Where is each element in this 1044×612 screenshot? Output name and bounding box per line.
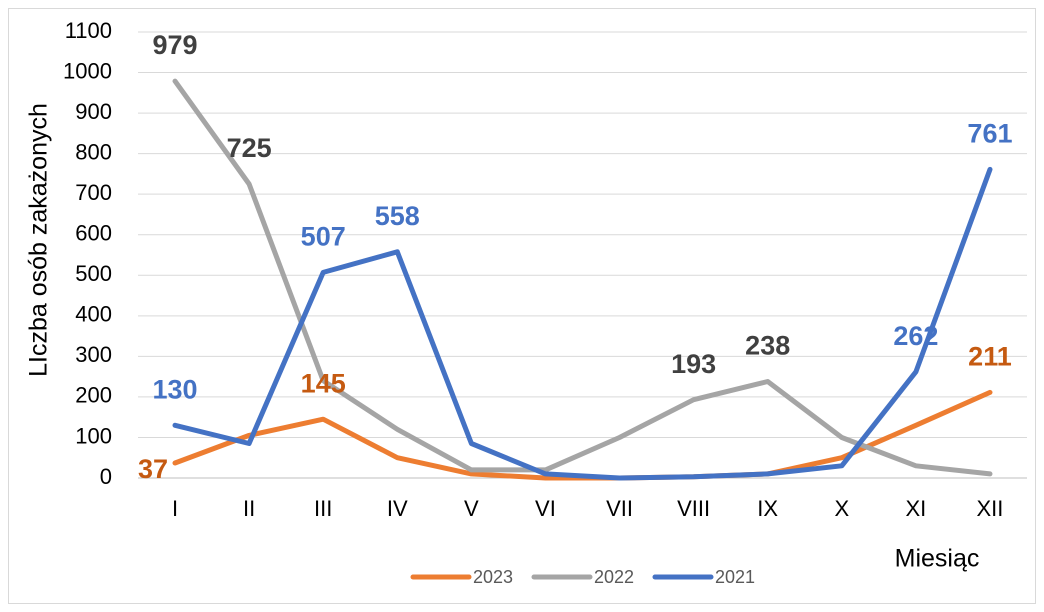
- x-tick-label: VII: [606, 496, 633, 521]
- data-label: 725: [227, 133, 272, 163]
- x-tick-label: IX: [757, 496, 778, 521]
- y-tick-label: 600: [75, 221, 112, 246]
- labels: 37 145 211 979 725 193 238 130 507 558 262 761: [138, 30, 1012, 484]
- x-tick-label: VI: [535, 496, 556, 521]
- x-tick-label: V: [464, 496, 479, 521]
- y-tick-label: 700: [75, 180, 112, 205]
- data-label: 145: [301, 368, 346, 398]
- data-label: 507: [301, 222, 346, 252]
- data-label: 558: [375, 201, 420, 231]
- data-label: 193: [671, 349, 716, 379]
- y-tick-label: 1100: [65, 18, 112, 43]
- y-tick-label: 900: [75, 99, 112, 124]
- x-tick-label: III: [314, 496, 332, 521]
- chart-border: [8, 8, 1036, 604]
- x-tick-label: X: [834, 496, 849, 521]
- legend-label: 2021: [715, 567, 755, 587]
- y-tick-label: 1000: [63, 58, 112, 83]
- y-tick-label: 300: [75, 342, 112, 367]
- data-label: 37: [138, 454, 168, 484]
- lines: [172, 78, 993, 481]
- legend: 2023 2022 2021: [410, 567, 755, 587]
- x-tick-label: II: [243, 496, 255, 521]
- x-tick-label: XII: [977, 496, 1004, 521]
- data-label: 979: [153, 30, 198, 60]
- data-label: 761: [967, 119, 1012, 149]
- y-tick-label: 500: [75, 261, 112, 286]
- series-line: [172, 166, 993, 481]
- x-tick-label: I: [172, 496, 178, 521]
- data-label: 238: [745, 331, 790, 361]
- x-tick-label: XI: [905, 496, 926, 521]
- y-tick-label: 100: [75, 423, 112, 448]
- x-axis-title: Miesiąc: [895, 545, 980, 573]
- legend-label: 2023: [473, 567, 513, 587]
- x-tick-label: IV: [387, 496, 408, 521]
- y-tick-label: 400: [75, 302, 112, 327]
- data-label: 130: [153, 374, 198, 404]
- data-label: 211: [968, 342, 1012, 372]
- series-line: [172, 78, 993, 477]
- x-tick-label: VIII: [677, 496, 710, 521]
- y-tick-label: 200: [75, 383, 112, 408]
- y-tick-label: 800: [75, 139, 112, 164]
- y-axis-title: LIczba osób zakażonych: [25, 103, 53, 377]
- data-label: 262: [893, 321, 938, 351]
- y-tick-label: 0: [100, 464, 112, 489]
- legend-label: 2022: [594, 567, 634, 587]
